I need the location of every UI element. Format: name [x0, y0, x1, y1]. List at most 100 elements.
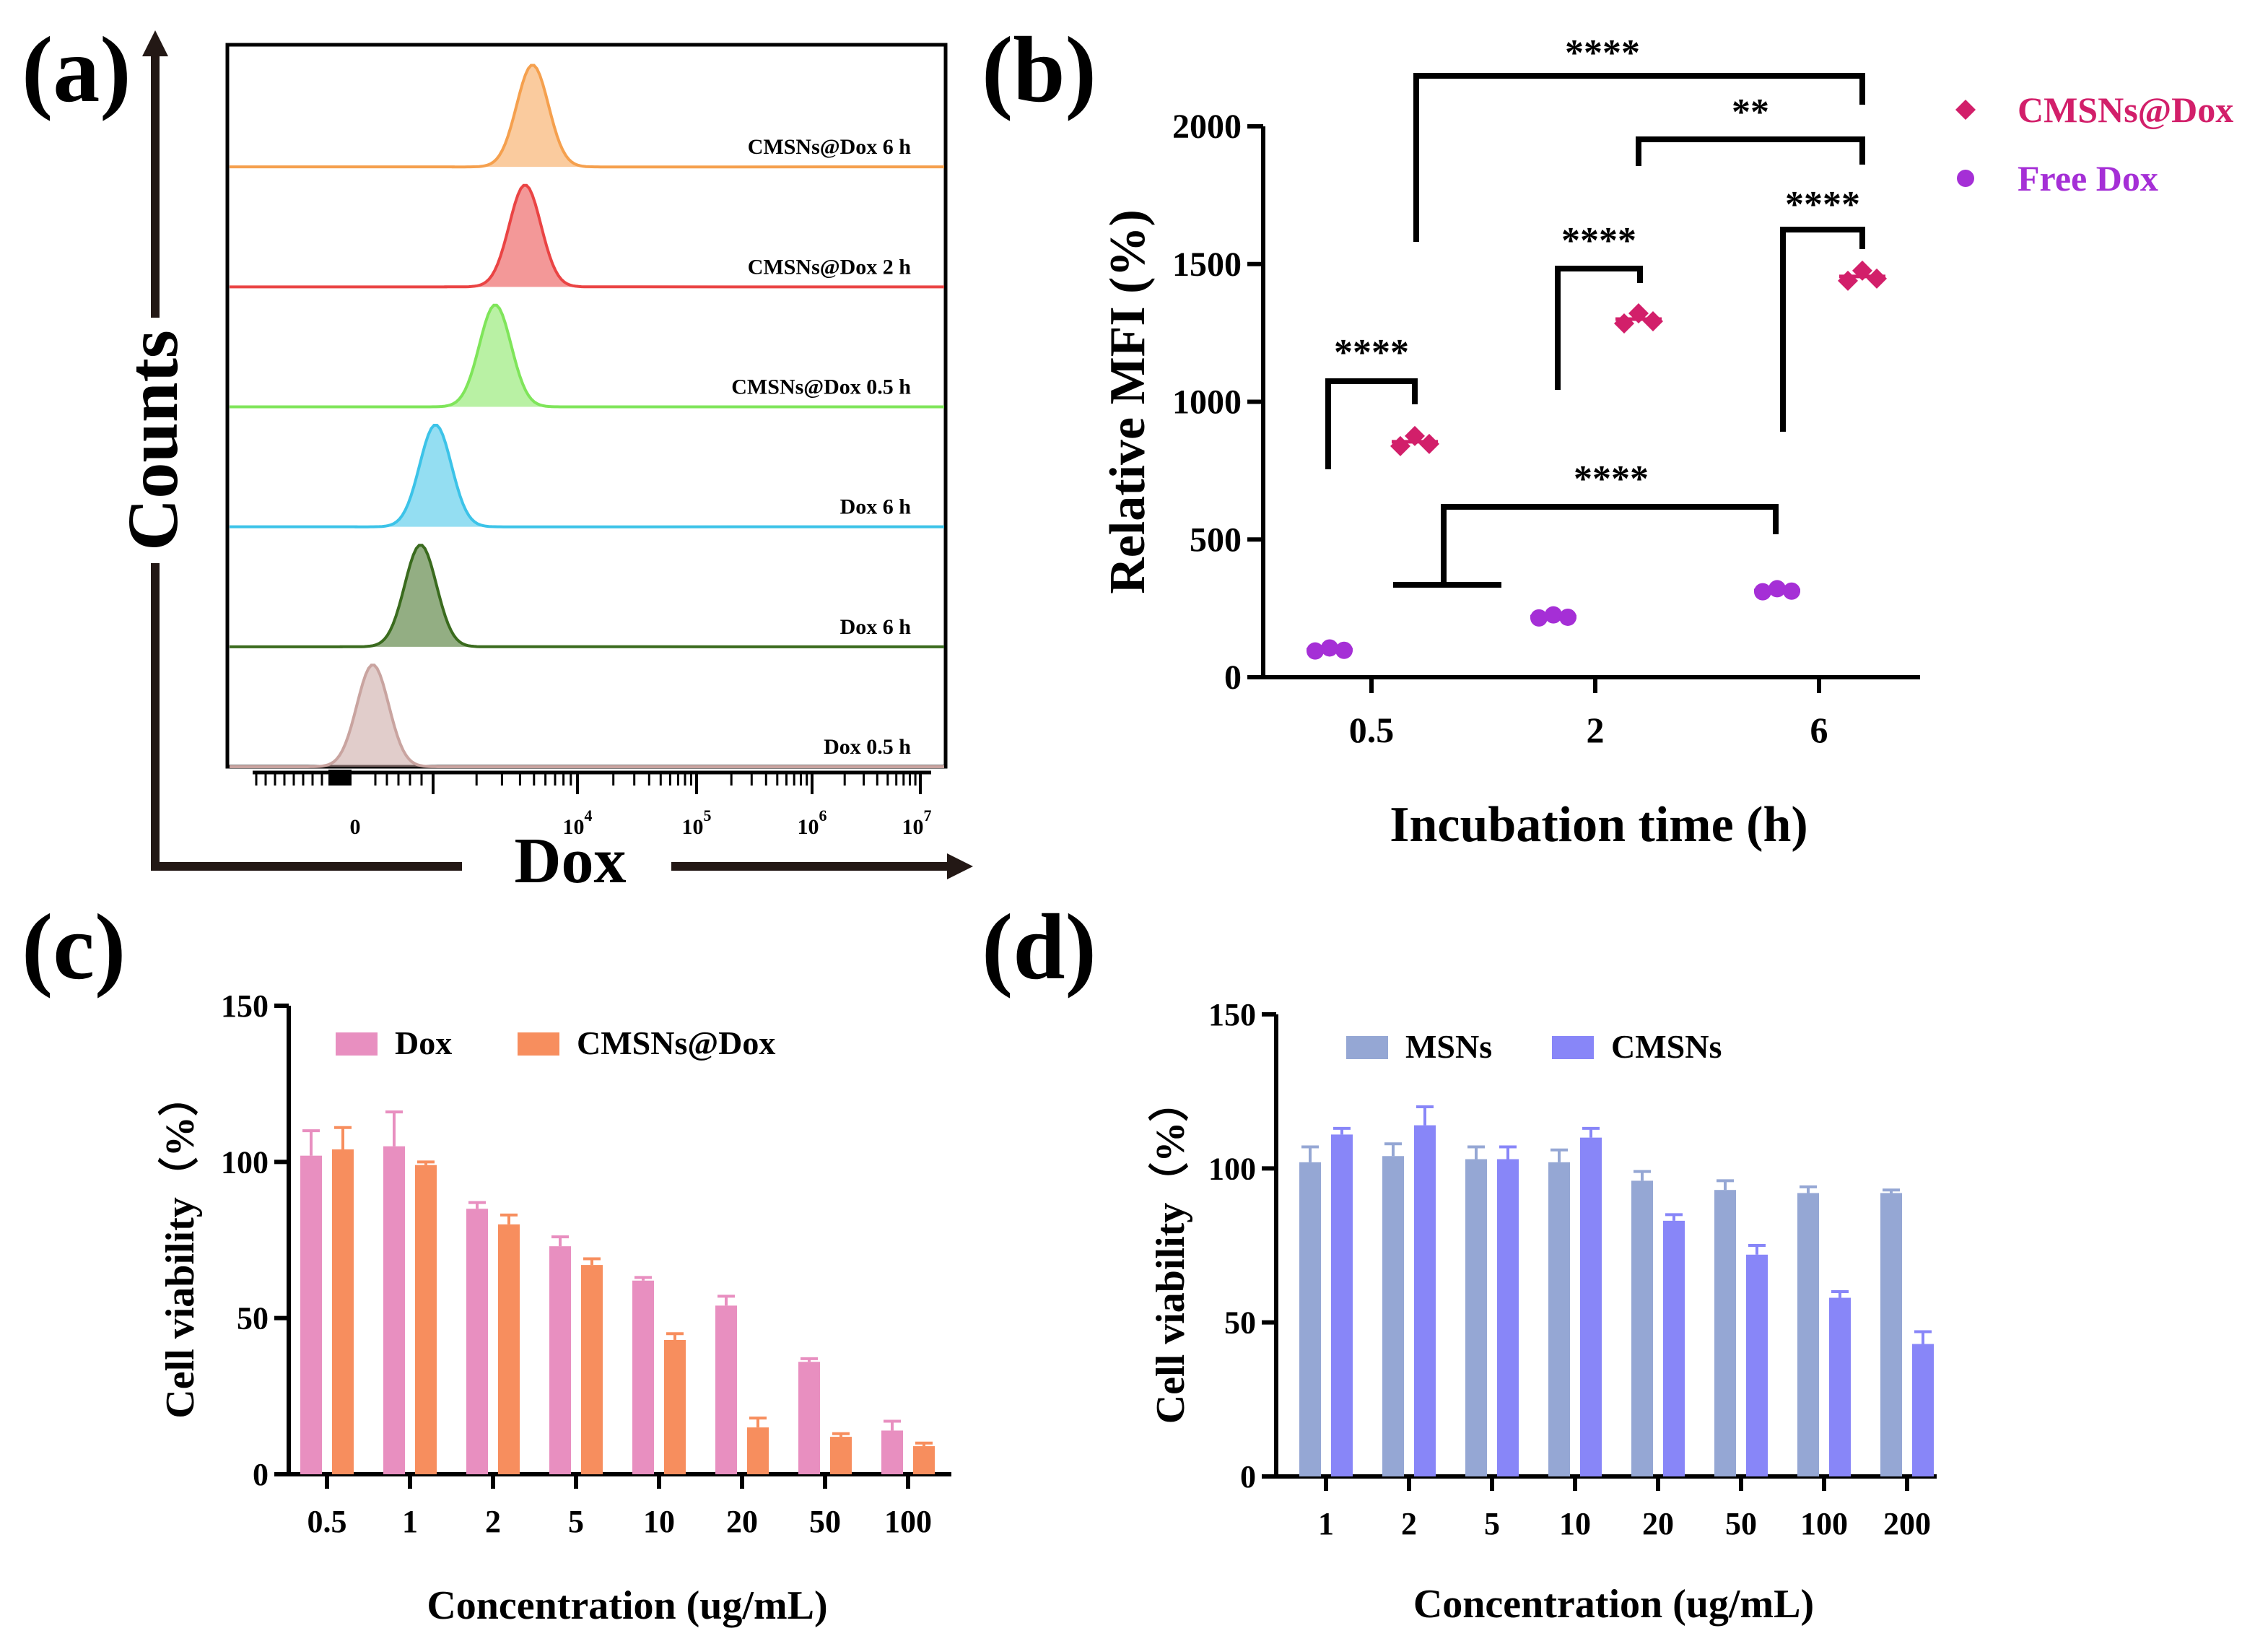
d-plot-bar-1-5: [1746, 1254, 1768, 1476]
c-plot-ytick-label-150: 150: [221, 988, 269, 1024]
c-plot-xtick-label-7: 100: [884, 1504, 932, 1539]
c-plot-bar-1-3: [581, 1265, 603, 1474]
b-x-axis-title: Incubation time (h): [1390, 797, 1807, 853]
tick-10-5-exp: 5: [704, 806, 712, 824]
b-bracket-1: [1636, 136, 1865, 166]
c-plot-bar-0-7: [881, 1430, 903, 1474]
b-point-1-1-2: [1559, 608, 1576, 626]
b-bracket-5: [1393, 504, 1779, 588]
b-bracket-4: [1325, 378, 1418, 469]
b-legend: CMSNs@Dox Free Dox: [1955, 90, 2233, 199]
b-legend-label-0: CMSNs@Dox: [2018, 90, 2233, 130]
tick-10-7: 107: [902, 806, 932, 839]
tick-10-5-base: 10: [682, 815, 704, 839]
d-plot-bar-1-6: [1829, 1297, 1851, 1476]
b-point-1-1-1: [1545, 606, 1562, 624]
histogram-fill-0: [453, 65, 612, 167]
mfi-scatter-plot: 0 500 1000 1500 2000 0.5 2 6 Incubation time (h)…: [1100, 32, 2233, 853]
tick-10-6: 106: [798, 806, 827, 839]
d-plot-bar-1-7: [1912, 1344, 1934, 1476]
c-plot-xtick-label-3: 5: [568, 1504, 584, 1539]
d-plot-bar-0-6: [1797, 1193, 1819, 1476]
d-plot-xtick-label-2: 5: [1484, 1506, 1500, 1541]
b-point-0-0-1: [1405, 425, 1425, 446]
b-point-0-1-2: [1643, 311, 1663, 332]
d-plot-xtick-label-7: 200: [1883, 1506, 1931, 1541]
c-plot-bar-0-2: [466, 1209, 488, 1474]
c-plot-xtick-label-5: 20: [726, 1504, 758, 1539]
msns-viability-bar-chart: 0 50 100 150 1 2 5 10 20 50 100 200 MSNs CMSNs Concent…: [1148, 997, 1937, 1627]
histogram-tracks: CMSNs@Dox 6 h CMSNs@Dox 2 h CMSNs@Dox 0.5 …: [230, 64, 945, 768]
d-plot-ytick-label-100: 100: [1208, 1151, 1256, 1186]
c-plot-legend: Dox CMSNs@Dox: [336, 1024, 775, 1061]
d-plot-bar-0-2: [1465, 1159, 1487, 1476]
b-point-1-2-1: [1768, 580, 1786, 598]
d-plot-x-axis-title: Concentration (ug/mL): [1413, 1582, 1814, 1627]
c-plot-ytick-label-100: 100: [221, 1144, 269, 1180]
b-point-0-1-1: [1628, 303, 1649, 324]
d-plot-xtick-label-0: 1: [1318, 1506, 1334, 1541]
d-plot-ytick-label-150: 150: [1208, 997, 1256, 1032]
b-xtick-label-0: 0.5: [1349, 710, 1395, 750]
b-point-1-0-1: [1321, 639, 1338, 657]
log-axis-ticks: [255, 770, 922, 794]
d-plot-legend-label-1: CMSNs: [1611, 1028, 1722, 1065]
b-point-1-2-0: [1754, 583, 1771, 601]
d-plot-legend-swatch-0: [1346, 1036, 1388, 1059]
b-bracket-3: [1555, 266, 1643, 390]
panel-b-label: (b): [982, 18, 1096, 122]
c-plot-xtick-label-4: 10: [643, 1504, 675, 1539]
c-plot-xtick-label-0: 0.5: [308, 1504, 347, 1539]
b-point-1-1-0: [1530, 609, 1548, 627]
c-plot-bar-1-5: [747, 1427, 769, 1474]
d-plot-bar-1-1: [1414, 1125, 1436, 1476]
c-plot-bar-1-7: [913, 1446, 935, 1474]
b-point-0-1-0: [1614, 313, 1634, 334]
d-plot-legend-swatch-1: [1552, 1036, 1594, 1059]
d-plot-bar-0-3: [1548, 1162, 1570, 1476]
b-ytick-label-500: 500: [1190, 521, 1242, 559]
b-legend-marker-1: [1957, 170, 1974, 187]
b-point-1-0-2: [1335, 641, 1353, 659]
c-plot-xtick-label-6: 50: [809, 1504, 841, 1539]
d-plot-bar-0-7: [1880, 1193, 1902, 1476]
d-plot-bar-0-0: [1299, 1162, 1321, 1476]
b-ytick-label-2000: 2000: [1172, 108, 1242, 146]
b-xtick-label-2: 6: [1810, 710, 1828, 750]
histogram-fill-2: [416, 305, 575, 407]
b-bracket-label-0: ****: [1565, 32, 1640, 74]
c-plot-legend-label-0: Dox: [395, 1024, 452, 1061]
d-plot-bar-1-0: [1331, 1134, 1353, 1476]
histogram-curve-0: [230, 64, 945, 169]
log-axis: 0 104 105 106 107: [253, 770, 932, 839]
c-plot-bar-0-5: [715, 1305, 737, 1474]
panel-c: (c) 0 50 100 150 0.5 1 2 5 10 20 50 100 Dox CMSNs@Dox…: [22, 895, 951, 1628]
b-ytick-label-1500: 1500: [1172, 245, 1242, 284]
log-axis-zero-block: [328, 770, 352, 786]
c-plot-bar-0-6: [798, 1362, 820, 1474]
c-plot-bar-1-0: [332, 1149, 354, 1474]
b-bracket-0: [1413, 73, 1865, 242]
d-plot-xtick-label-3: 10: [1559, 1506, 1591, 1541]
track-label-1: CMSNs@Dox 2 h: [748, 255, 912, 279]
d-plot-legend-label-0: MSNs: [1405, 1028, 1492, 1065]
c-plot-xtick-label-1: 1: [402, 1504, 418, 1539]
c-plot-ytick-label-50: 50: [237, 1301, 269, 1336]
b-point-0-0-0: [1390, 435, 1410, 456]
c-plot-bar-0-4: [632, 1280, 654, 1474]
track-label-3: Dox 6 h: [840, 495, 912, 519]
tick-zero: 0: [350, 815, 361, 839]
b-bracket-2: [1780, 227, 1865, 432]
c-plot-bar-0-3: [549, 1246, 571, 1474]
b-bracket-label-5: ****: [1574, 458, 1649, 500]
panel-b: (b) 0 500 1000 1500 2000 0.5 2 6 Incubation time…: [982, 18, 2233, 853]
panel-a-label: (a): [22, 18, 131, 122]
d-plot-bar-0-4: [1631, 1180, 1653, 1476]
tick-10-4-exp: 4: [585, 806, 593, 824]
tick-10-4-base: 10: [563, 815, 585, 839]
panel-a: (a) Counts Dox CMSNs@Dox 6 h CMSNs@Dox 2 …: [22, 18, 973, 897]
b-point-1-0-0: [1307, 642, 1324, 660]
b-significance: **********************: [1325, 32, 1865, 588]
b-bracket-label-2: ****: [1785, 184, 1860, 225]
d-plot-xtick-label-4: 20: [1642, 1506, 1674, 1541]
